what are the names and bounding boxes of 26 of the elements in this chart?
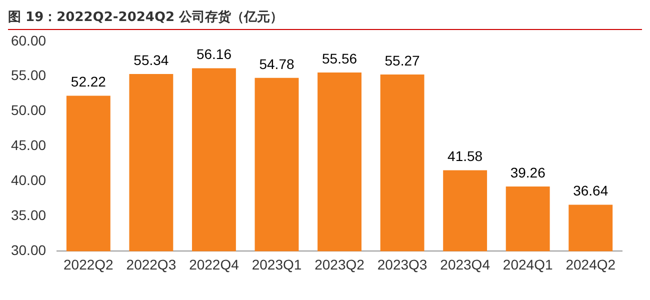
y-tick-label: 30.00 (10, 242, 46, 258)
y-tick-label: 40.00 (10, 172, 46, 188)
x-tick-label: 2023Q4 (440, 256, 490, 272)
data-label: 36.64 (573, 182, 608, 199)
data-label: 55.27 (384, 52, 420, 68)
x-tick-label: 2023Q2 (314, 256, 365, 272)
x-tick-label: 2022Q2 (64, 256, 114, 272)
x-tick-label: 2022Q4 (189, 256, 240, 272)
data-label: 52.22 (70, 74, 106, 90)
y-tick-label: 60.00 (10, 32, 46, 48)
data-label: 55.34 (134, 52, 169, 68)
y-tick-label: 55.00 (10, 67, 46, 84)
data-label: 41.58 (448, 148, 483, 164)
y-tick-label: 50.00 (10, 102, 46, 118)
data-label: 56.16 (196, 46, 232, 62)
y-tick-label: 35.00 (10, 207, 46, 224)
x-tick-label: 2024Q1 (502, 256, 553, 272)
data-label: 39.26 (510, 164, 546, 180)
x-tick-label: 2024Q2 (566, 256, 616, 272)
x-tick-label: 2023Q3 (377, 256, 428, 272)
y-tick-label: 45.00 (10, 137, 46, 154)
x-tick-label: 2022Q3 (126, 256, 176, 272)
data-label: 55.56 (322, 50, 358, 66)
x-tick-label: 2023Q1 (252, 256, 302, 272)
chart-title: 图 19：2022Q2-2024Q2 公司存货（亿元） (8, 8, 642, 30)
data-label: 54.78 (259, 56, 294, 72)
